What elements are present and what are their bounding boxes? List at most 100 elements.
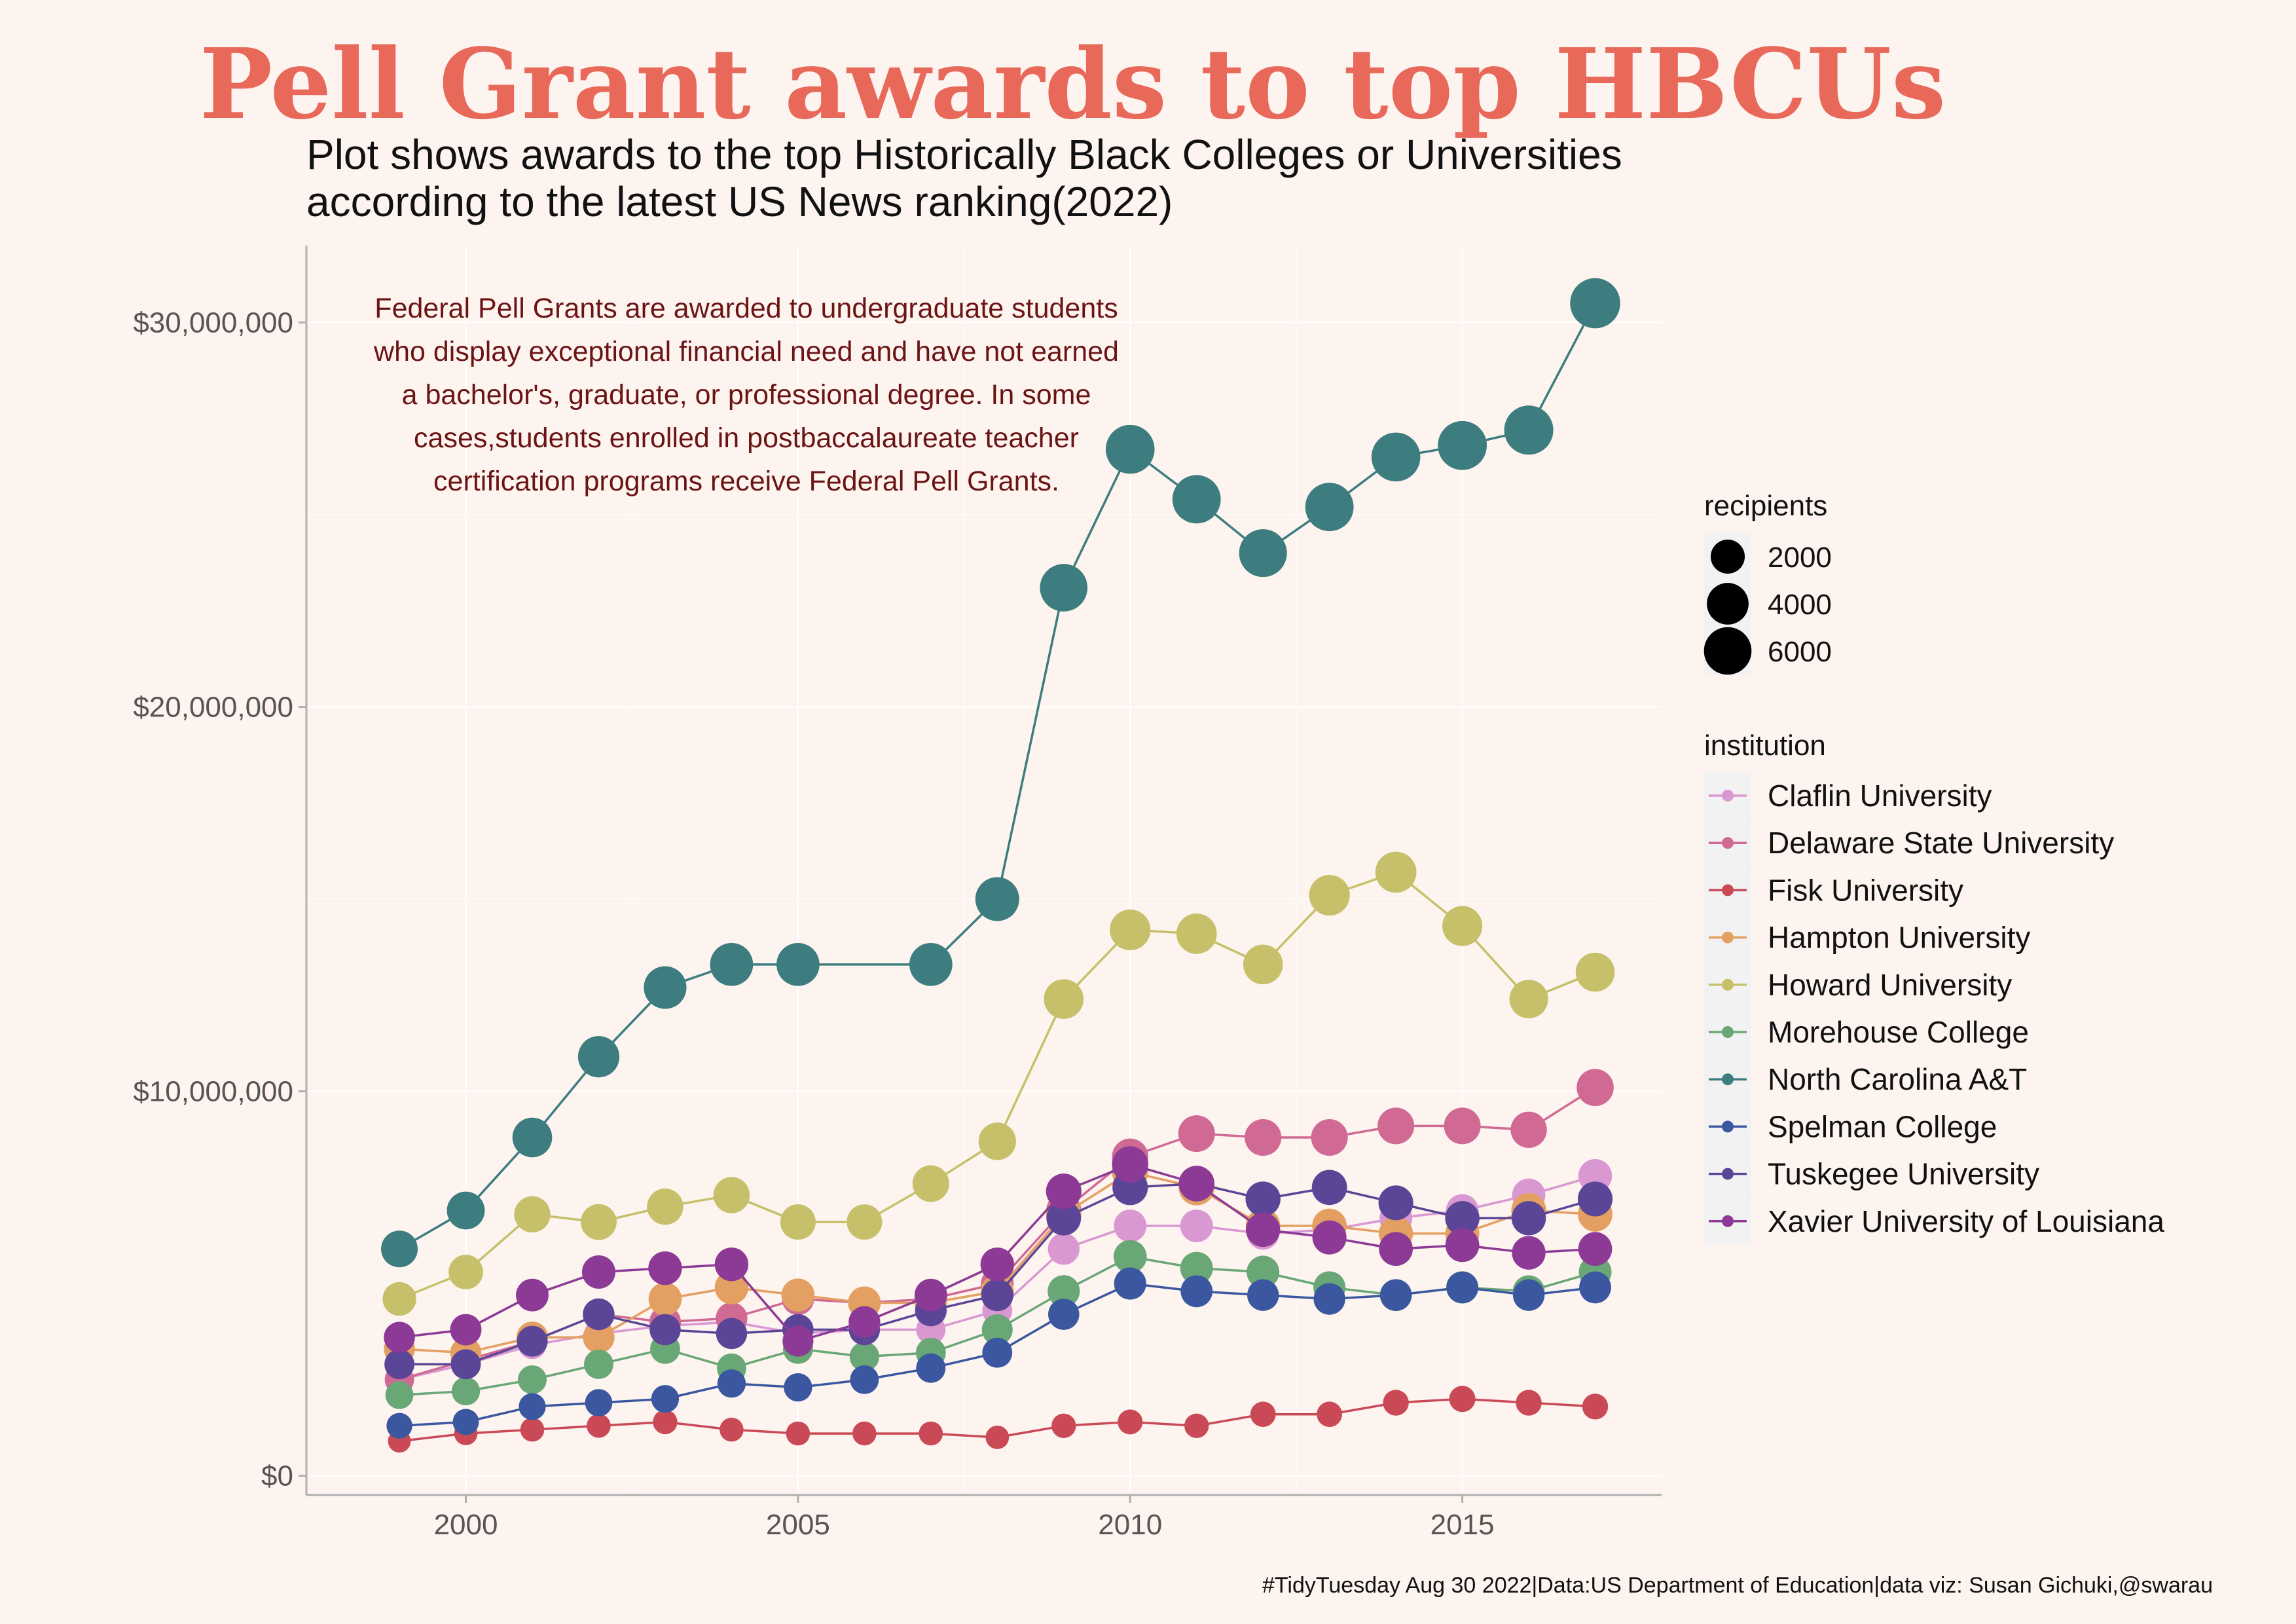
series-xavier-university-of-louisiana — [384, 1146, 1613, 1357]
legend-key-dot — [1722, 931, 1734, 944]
data-point-spelman-college — [386, 1412, 412, 1439]
data-point-north-carolina-a-t — [1305, 483, 1354, 532]
data-point-howard-university — [912, 1165, 949, 1202]
data-point-tuskegee-university — [1046, 1200, 1082, 1236]
data-point-hampton-university — [781, 1278, 815, 1312]
data-point-north-carolina-a-t — [577, 1036, 620, 1078]
data-point-fisk-university — [1051, 1413, 1076, 1438]
legend-size-dot — [1707, 583, 1749, 625]
data-point-tuskegee-university — [1311, 1170, 1347, 1206]
data-point-fisk-university — [1449, 1386, 1476, 1412]
data-point-north-carolina-a-t — [644, 966, 687, 1009]
series-line-howard-university — [399, 870, 1596, 1301]
data-point-howard-university — [978, 1122, 1016, 1160]
series-spelman-college — [386, 1267, 1611, 1439]
data-point-claflin-university — [1048, 1233, 1080, 1265]
data-point-xavier-university-of-louisiana — [1379, 1232, 1413, 1266]
data-point-spelman-college — [717, 1369, 746, 1398]
legend-key-dot — [1722, 884, 1734, 896]
data-point-fisk-university — [786, 1421, 811, 1446]
data-point-xavier-university-of-louisiana — [914, 1278, 947, 1312]
data-point-tuskegee-university — [716, 1318, 748, 1350]
data-point-north-carolina-a-t — [1438, 420, 1487, 470]
data-point-fisk-university — [587, 1414, 611, 1438]
legend-institution-label: Claflin University — [1768, 779, 1992, 813]
data-point-spelman-college — [1313, 1283, 1345, 1315]
data-point-north-carolina-a-t — [512, 1117, 553, 1158]
data-point-howard-university — [1375, 851, 1417, 893]
data-point-fisk-university — [919, 1421, 943, 1446]
data-point-north-carolina-a-t — [975, 877, 1019, 921]
data-point-xavier-university-of-louisiana — [1112, 1146, 1148, 1183]
data-point-north-carolina-a-t — [776, 943, 820, 986]
data-point-claflin-university — [1114, 1209, 1147, 1242]
data-point-xavier-university-of-louisiana — [1046, 1173, 1082, 1209]
data-point-howard-university — [647, 1188, 683, 1225]
annotation-line-3: a bachelor's, graduate, or professional … — [402, 379, 1091, 411]
data-point-spelman-college — [916, 1353, 946, 1383]
data-point-tuskegee-university — [1245, 1181, 1281, 1217]
data-point-fisk-university — [1317, 1401, 1343, 1428]
data-point-howard-university — [1309, 875, 1350, 916]
legend-recipients: recipients 2000 4000 6000 — [1704, 490, 1832, 675]
legend-key-dot — [1722, 1168, 1734, 1180]
x-tick-label: 2000 — [434, 1509, 498, 1541]
data-point-morehouse-college — [981, 1314, 1013, 1346]
data-point-xavier-university-of-louisiana — [384, 1321, 415, 1354]
legend-key-dot — [1722, 1215, 1734, 1227]
chart-subtitle-line-2: according to the latest US News ranking(… — [306, 178, 1173, 225]
data-point-north-carolina-a-t — [909, 943, 953, 986]
data-point-fisk-university — [1250, 1401, 1276, 1428]
legend-key-dot — [1722, 1120, 1734, 1133]
data-point-fisk-university — [1582, 1393, 1609, 1420]
data-point-xavier-university-of-louisiana — [1578, 1232, 1613, 1266]
data-point-fisk-university — [1184, 1413, 1209, 1438]
legend-recipients-title: recipients — [1704, 490, 1827, 522]
plot-panel: 2000 2005 2010 2015 $0 $10,000,000 $20,000,00… — [133, 246, 1662, 1541]
data-point-north-carolina-a-t — [710, 943, 754, 986]
data-point-delaware-state-university — [1245, 1119, 1282, 1156]
legend-institution: institution Claflin University Delaware S… — [1704, 729, 2164, 1245]
legend-size-dot — [1704, 627, 1752, 675]
data-point-morehouse-college — [385, 1380, 414, 1409]
series-howard-university — [382, 851, 1615, 1316]
data-point-howard-university — [1243, 944, 1283, 985]
data-point-morehouse-college — [1180, 1251, 1213, 1285]
chart-title: Pell Grant awards to top HBCUs — [200, 27, 1946, 141]
x-tick-label: 2005 — [766, 1509, 830, 1541]
data-point-spelman-college — [1048, 1299, 1080, 1330]
y-tick-label: $0 — [261, 1460, 293, 1492]
data-point-howard-university — [514, 1196, 551, 1233]
annotation-line-1: Federal Pell Grants are awarded to under… — [374, 293, 1118, 324]
data-point-howard-university — [1509, 980, 1548, 1019]
data-point-xavier-university-of-louisiana — [648, 1251, 682, 1285]
data-point-howard-university — [382, 1282, 416, 1316]
chart-annotation: Federal Pell Grants are awarded to under… — [373, 293, 1119, 497]
x-axis-ticks: 2000 2005 2010 2015 — [434, 1495, 1495, 1541]
data-point-xavier-university-of-louisiana — [450, 1314, 482, 1346]
legend-key-dot — [1722, 1026, 1734, 1038]
data-point-delaware-state-university — [1576, 1069, 1614, 1107]
series-north-carolina-a-t — [381, 278, 1620, 1268]
legend-institution-label: Fisk University — [1768, 873, 1963, 907]
annotation-line-4: cases,students enrolled in postbaccalaur… — [414, 422, 1079, 454]
data-point-xavier-university-of-louisiana — [848, 1306, 881, 1338]
legend-institution-label: Howard University — [1768, 968, 2012, 1002]
data-point-spelman-college — [519, 1393, 546, 1420]
data-point-spelman-college — [651, 1385, 680, 1413]
data-point-morehouse-college — [584, 1349, 613, 1379]
gridlines — [306, 246, 1662, 1495]
data-point-north-carolina-a-t — [381, 1230, 418, 1268]
data-point-spelman-college — [1247, 1279, 1279, 1311]
legend-size-label: 2000 — [1768, 542, 1832, 574]
data-point-spelman-college — [1114, 1267, 1146, 1300]
data-point-north-carolina-a-t — [1040, 564, 1088, 612]
data-point-tuskegee-university — [1445, 1201, 1480, 1236]
data-point-fisk-university — [1516, 1390, 1542, 1416]
data-point-hampton-university — [714, 1270, 749, 1304]
data-point-xavier-university-of-louisiana — [1445, 1228, 1480, 1263]
data-point-spelman-college — [784, 1373, 812, 1402]
chart-caption: #TidyTuesday Aug 30 2022|Data:US Departm… — [1262, 1573, 2213, 1598]
data-point-morehouse-college — [1048, 1275, 1080, 1308]
